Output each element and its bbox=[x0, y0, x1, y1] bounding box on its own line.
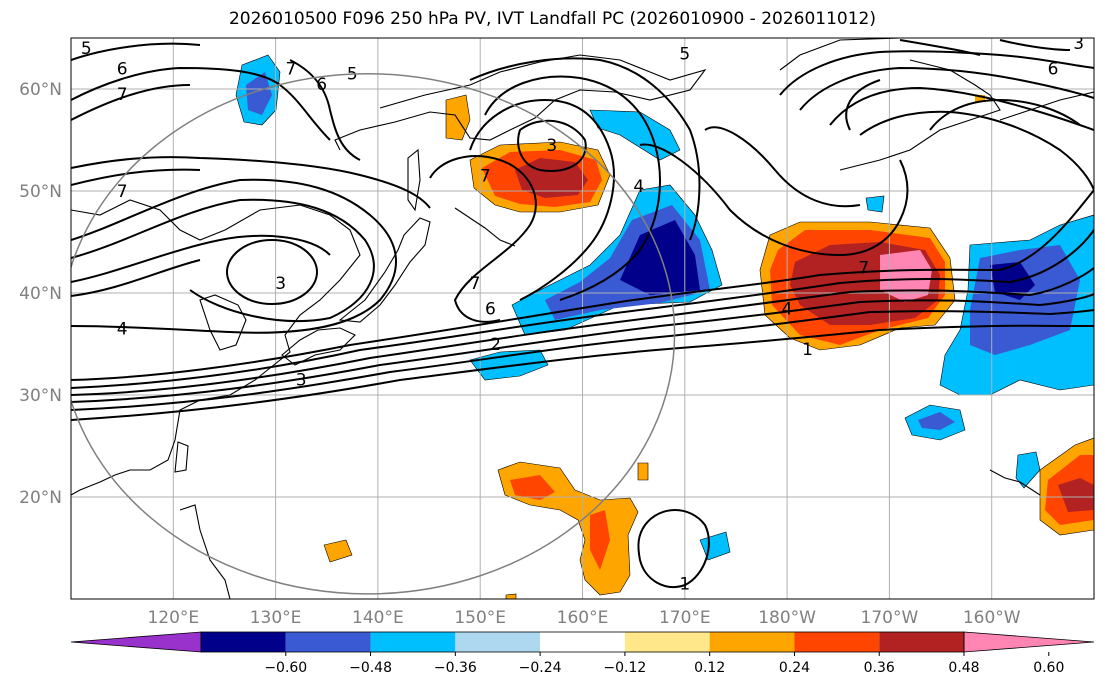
contour-label: 4 bbox=[117, 320, 128, 340]
lon-tick-label: 160°W bbox=[963, 608, 1021, 628]
colorbar-tick-label: 0.60 bbox=[1033, 660, 1064, 676]
contour-label: 6 bbox=[485, 299, 496, 319]
colorbar-segment bbox=[201, 632, 286, 652]
lon-tick-label: 130°E bbox=[250, 608, 302, 628]
positive-ivt-anomaly bbox=[323, 94, 1094, 599]
colorbar-segment bbox=[370, 632, 456, 652]
map-frame bbox=[70, 37, 1095, 600]
radius-circle-ring bbox=[71, 73, 676, 595]
lon-tick-label: 160°E bbox=[557, 608, 609, 628]
contour-label: 7 bbox=[117, 182, 128, 202]
contour-label: 7 bbox=[117, 85, 128, 105]
lat-tick-label: 20°N bbox=[19, 488, 62, 508]
colorbar-segment bbox=[540, 632, 625, 652]
lon-tick-label: 120°E bbox=[147, 608, 199, 628]
colorbar-outline bbox=[200, 631, 965, 653]
lon-tick-label: 150°E bbox=[454, 608, 506, 628]
negative-ivt-anomaly bbox=[235, 54, 1094, 561]
colorbar-segment bbox=[879, 632, 964, 652]
contour-label: 5 bbox=[679, 44, 690, 64]
lon-tick-label: 170°W bbox=[861, 608, 919, 628]
latitude-labels: 60°N 50°N 40°N 30°N 20°N bbox=[19, 80, 62, 508]
contour-label: 6 bbox=[316, 75, 327, 95]
colorbar-segment bbox=[455, 632, 541, 652]
contour-label: 3 bbox=[275, 274, 286, 294]
colorbar-extend-high bbox=[963, 631, 1095, 653]
colorbar-tick-label: 0.12 bbox=[694, 660, 725, 676]
contour-label: 1 bbox=[802, 340, 813, 360]
colorbar-tick-label: −0.48 bbox=[349, 660, 392, 676]
contour-label: 7 bbox=[286, 60, 297, 80]
contour-label: 1 bbox=[679, 575, 690, 595]
contour-label: 3 bbox=[546, 136, 557, 156]
contour-label: 2 bbox=[490, 335, 501, 355]
lon-tick-label: 180°W bbox=[758, 608, 816, 628]
ivt-shading bbox=[235, 54, 1094, 599]
colorbar-segment bbox=[709, 632, 795, 652]
map-title: 2026010500 F096 250 hPa PV, IVT Landfall… bbox=[228, 9, 876, 29]
contour-label: 3 bbox=[296, 371, 307, 391]
colorbar-tick-label: −0.24 bbox=[519, 660, 562, 676]
contour-label: 4 bbox=[633, 177, 644, 197]
pv-contours bbox=[71, 39, 1094, 588]
colorbar-tick-label: 0.36 bbox=[864, 660, 895, 676]
contour-labels: 567765734353747627413631 bbox=[81, 34, 1084, 595]
lat-tick-label: 40°N bbox=[19, 284, 62, 304]
lon-tick-label: 140°E bbox=[352, 608, 404, 628]
lon-tick-label: 170°E bbox=[659, 608, 711, 628]
radius-circle bbox=[71, 73, 676, 595]
contour-label: 3 bbox=[1073, 34, 1084, 54]
contour-label: 7 bbox=[480, 167, 491, 187]
colorbar-tick-label: −0.60 bbox=[264, 660, 307, 676]
colorbar-segment bbox=[285, 632, 371, 652]
colorbar-tick-label: −0.12 bbox=[603, 660, 646, 676]
colorbar-segment bbox=[624, 632, 710, 652]
lat-tick-label: 50°N bbox=[19, 182, 62, 202]
colorbar-tick-label: 0.48 bbox=[948, 660, 979, 676]
contour-label: 6 bbox=[117, 60, 128, 80]
contour-label: 5 bbox=[81, 39, 92, 59]
contour-label: 7 bbox=[858, 259, 869, 279]
coastlines bbox=[71, 38, 1094, 599]
contour-label: 6 bbox=[1048, 60, 1059, 80]
lat-tick-label: 60°N bbox=[19, 80, 62, 100]
contour-label: 7 bbox=[470, 274, 481, 294]
colorbar-segment bbox=[794, 632, 880, 652]
contour-label: 4 bbox=[782, 299, 793, 319]
lat-tick-label: 30°N bbox=[19, 386, 62, 406]
longitude-labels: 120°E 130°E 140°E 150°E 160°E 170°E 180°W 170°W… bbox=[147, 608, 1020, 628]
colorbar-tick-label: −0.36 bbox=[434, 660, 477, 676]
colorbar: −0.60 −0.48 −0.36 −0.24 −0.12 0.12 0.24 0.36 0.4… bbox=[70, 631, 1095, 676]
colorbar-tick-label: 0.24 bbox=[779, 660, 810, 676]
colorbar-extend-low bbox=[70, 631, 202, 653]
